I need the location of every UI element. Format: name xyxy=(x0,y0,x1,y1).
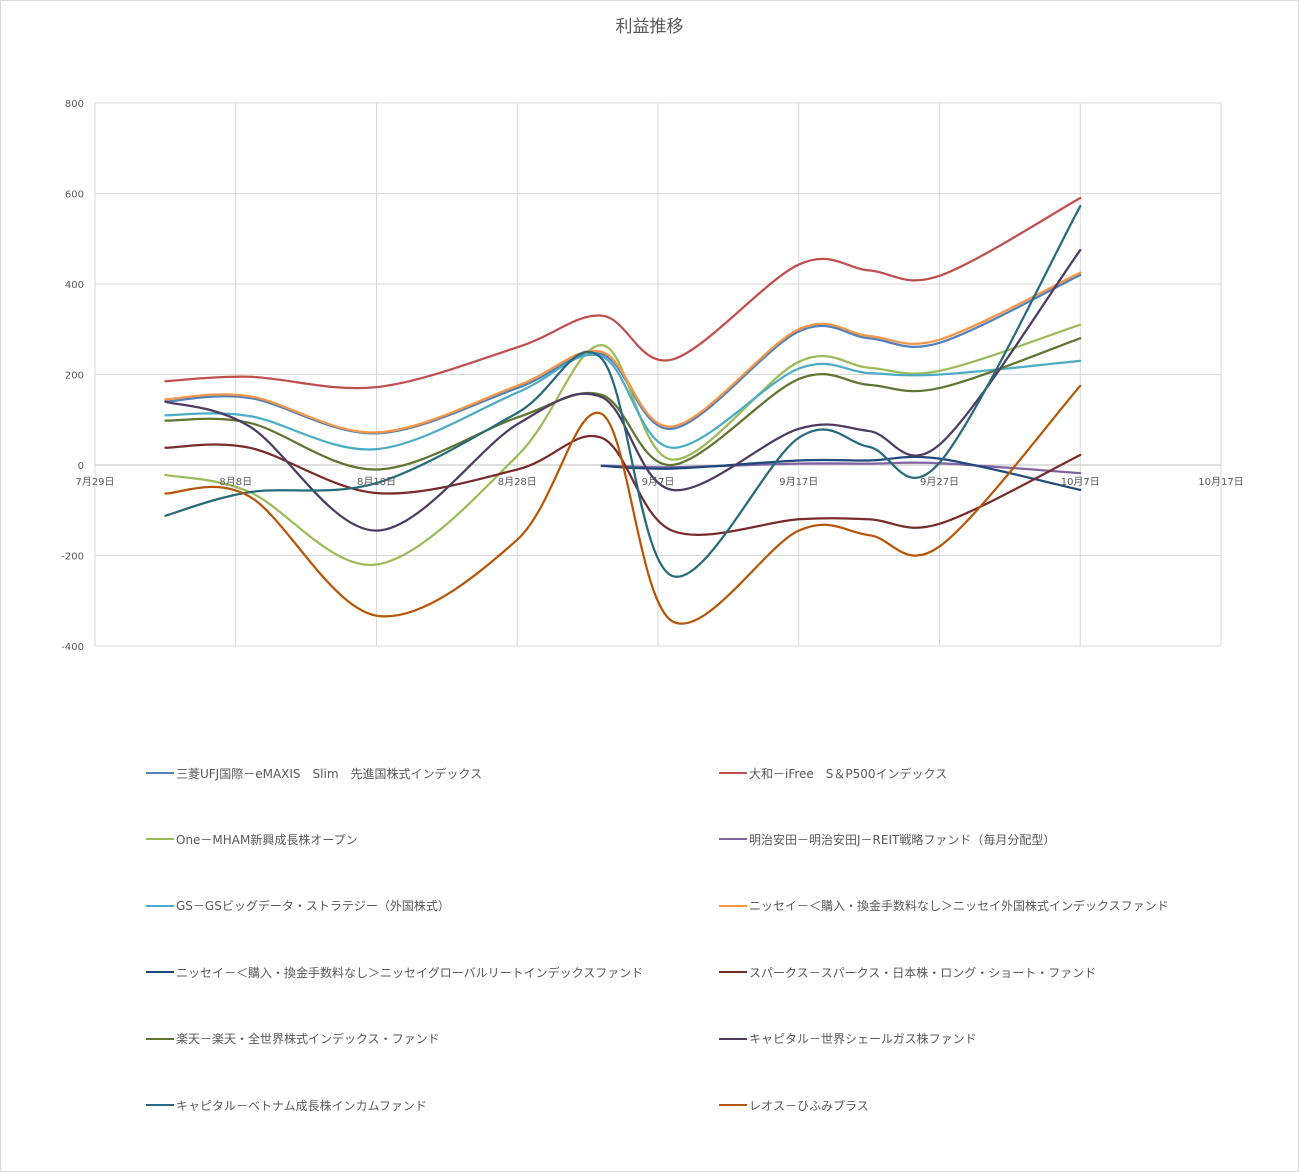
x-tick-label: 8月8日 xyxy=(219,476,252,488)
series-line-6 xyxy=(164,271,1082,434)
x-tick-label: 9月27日 xyxy=(920,476,959,488)
x-tick-label: 7月29日 xyxy=(75,476,114,488)
x-tick-label: 10月7日 xyxy=(1061,476,1100,488)
y-tick-label: 200 xyxy=(65,371,84,382)
series-line-11 xyxy=(164,205,1082,578)
y-tick-label: 800 xyxy=(65,99,84,110)
series-line-9 xyxy=(164,337,1082,471)
series-line-5 xyxy=(164,353,1082,451)
y-tick-label: 600 xyxy=(65,190,84,201)
x-tick-label: 8月28日 xyxy=(498,476,537,488)
y-tick-label: -200 xyxy=(61,552,84,563)
series-line-1 xyxy=(164,273,1082,435)
grid-lines xyxy=(94,102,1222,647)
y-tick-label: 0 xyxy=(78,461,84,472)
x-tick-label: 8月18日 xyxy=(357,476,396,488)
x-tick-label: 9月17日 xyxy=(779,476,818,488)
y-tick-label: -400 xyxy=(61,642,84,653)
series-line-12 xyxy=(164,384,1082,625)
y-tick-label: 400 xyxy=(65,280,84,291)
x-tick-label: 10月17日 xyxy=(1198,476,1243,488)
series-line-8 xyxy=(164,434,1082,536)
x-tick-label: 9月7日 xyxy=(642,476,675,488)
chart-title: 利益推移 xyxy=(615,17,684,37)
series-line-2 xyxy=(164,196,1082,390)
series-line-7 xyxy=(600,455,1082,492)
series-lines xyxy=(164,196,1082,625)
axis-labels: 800 600 400 200 0 -200 -400 7月29日 8月8日 8月18日 8月28日… xyxy=(61,99,1243,653)
series-line-10 xyxy=(164,248,1082,532)
